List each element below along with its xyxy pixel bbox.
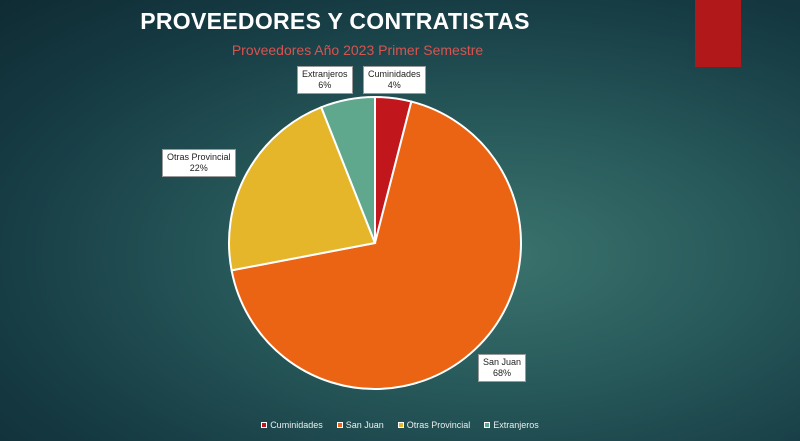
data-label-otras-provincial-name: Otras Provincial [167,152,231,162]
chart-subtitle: Proveedores Año 2023 Primer Semestre [231,42,484,58]
data-label-san-juan-value: 68% [493,368,512,378]
data-label-cuminidades-name: Cuminidades [368,69,421,79]
data-label-cuminidades-value: 4% [387,80,401,90]
pie-slice-otras-provincial [228,105,377,272]
page-title: PROVEEDORES Y CONTRATISTAS [140,8,530,34]
legend-swatch-san-juan [336,422,343,428]
chart-legend: Cuminidades San Juan Otras Provincial Ex… [0,420,800,430]
data-label-san-juan-name: San Juan [483,357,522,367]
legend-swatch-otras-provincial [397,422,404,428]
data-label-otras-provincial-value: 22% [189,163,208,173]
pie-slice-extranjeros [319,95,376,244]
legend-swatch-extranjeros [484,422,491,428]
legend-label-otras-provincial: Otras Provincial [406,420,471,430]
data-label-extranjeros-name: Extranjeros [302,69,348,79]
pie-slice-san-juan [230,100,522,390]
data-label-cuminidades: Cuminidades 4% [363,66,426,94]
data-label-extranjeros: Extranjeros 6% [297,66,353,94]
legend-swatch-cuminidades [261,422,268,428]
data-label-otras-provincial: Otras Provincial 22% [162,149,236,177]
red-accent-block [695,0,741,67]
legend-item-san-juan: San Juan [336,420,384,430]
legend-label-san-juan: San Juan [345,420,384,430]
legend-item-otras-provincial: Otras Provincial [397,420,471,430]
data-label-san-juan: San Juan 68% [478,354,527,382]
legend-item-extranjeros: Extranjeros [484,420,539,430]
data-label-extranjeros-value: 6% [318,80,332,90]
legend-label-cuminidades: Cuminidades [270,420,323,430]
legend-label-extranjeros: Extranjeros [493,420,539,430]
legend-item-cuminidades: Cuminidades [261,420,323,430]
